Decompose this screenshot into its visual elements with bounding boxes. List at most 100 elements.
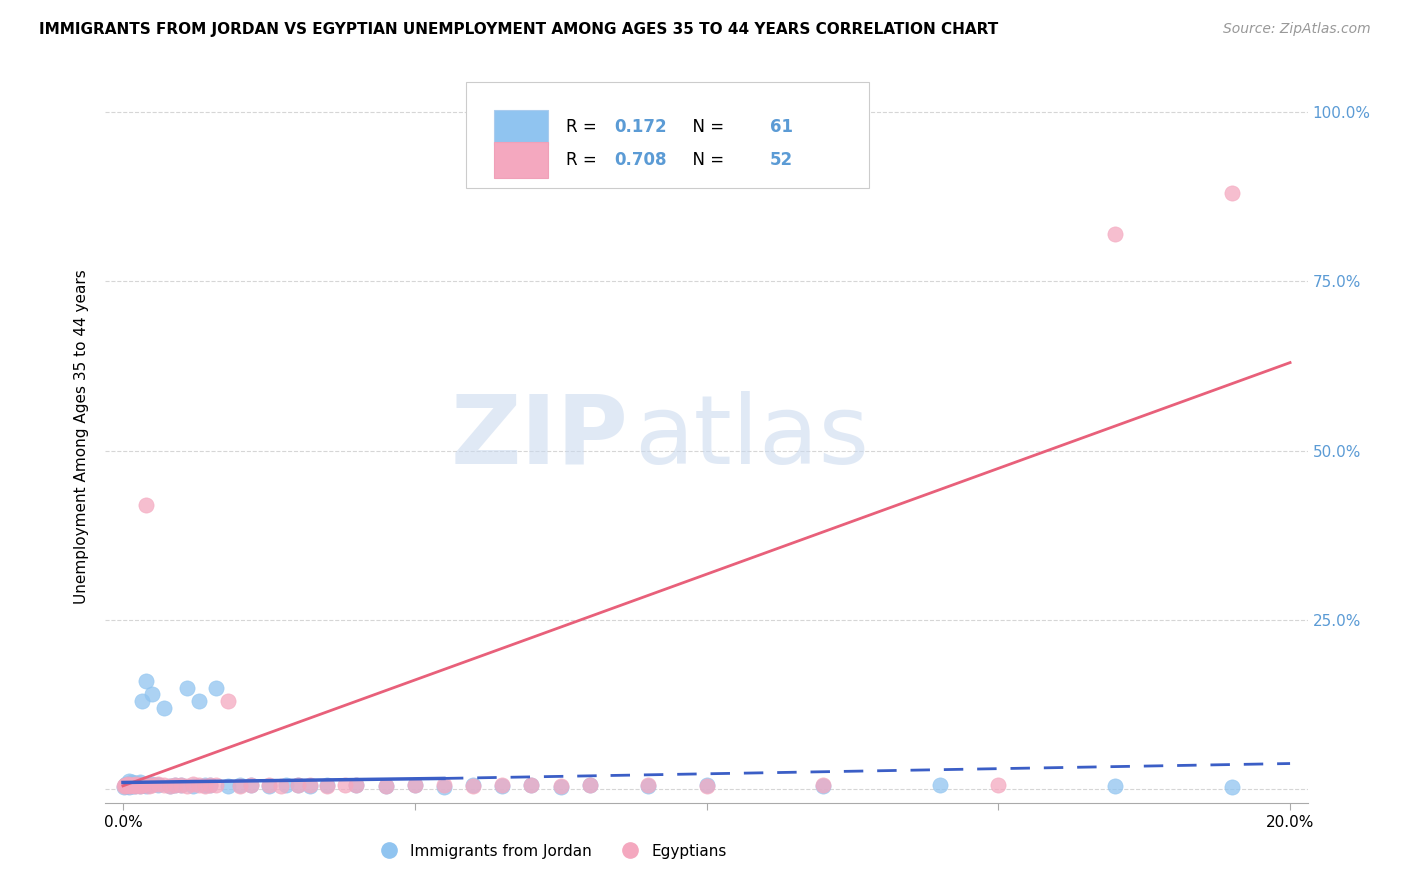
Point xyxy=(176,779,198,793)
Point xyxy=(520,777,543,792)
Point xyxy=(637,778,659,792)
Text: 0.708: 0.708 xyxy=(614,151,666,169)
Point xyxy=(181,777,204,791)
Legend: Immigrants from Jordan, Egyptians: Immigrants from Jordan, Egyptians xyxy=(367,838,733,864)
Point xyxy=(228,777,250,792)
Point xyxy=(153,701,176,715)
Point xyxy=(112,780,135,794)
Point xyxy=(118,774,141,789)
Point xyxy=(117,777,139,792)
Text: 61: 61 xyxy=(770,119,793,136)
Point xyxy=(128,777,150,791)
Point xyxy=(813,779,835,793)
Point xyxy=(135,673,157,688)
Point xyxy=(1220,780,1243,794)
Point xyxy=(114,777,136,792)
Point xyxy=(461,779,484,793)
Point xyxy=(146,778,169,792)
Point xyxy=(344,778,367,792)
Point xyxy=(1104,227,1126,241)
Point xyxy=(333,777,356,792)
Point xyxy=(257,779,280,793)
Point xyxy=(491,779,513,793)
Point xyxy=(129,779,152,793)
Point xyxy=(170,778,193,792)
FancyBboxPatch shape xyxy=(465,82,869,188)
Point xyxy=(187,694,209,708)
Point xyxy=(433,778,456,792)
Point xyxy=(344,778,367,792)
Point xyxy=(120,777,142,791)
Point xyxy=(461,778,484,792)
Point xyxy=(115,779,138,793)
Point xyxy=(141,688,163,702)
Text: R =: R = xyxy=(565,151,602,169)
Point xyxy=(181,779,204,793)
Point xyxy=(929,778,952,792)
Point xyxy=(194,777,217,792)
Point xyxy=(115,779,138,793)
Point xyxy=(135,779,157,793)
Point xyxy=(228,779,250,793)
FancyBboxPatch shape xyxy=(494,110,548,145)
Point xyxy=(131,777,153,792)
Point xyxy=(550,779,572,793)
Point xyxy=(374,779,396,793)
Point xyxy=(813,777,835,792)
Point xyxy=(240,778,263,792)
FancyBboxPatch shape xyxy=(494,143,548,178)
Point xyxy=(146,777,169,791)
Point xyxy=(578,777,600,792)
Point xyxy=(298,779,321,793)
Point xyxy=(550,780,572,794)
Point xyxy=(316,777,339,792)
Point xyxy=(240,777,263,792)
Point xyxy=(118,779,141,793)
Point xyxy=(159,779,181,793)
Point xyxy=(194,779,217,793)
Point xyxy=(217,694,239,708)
Point xyxy=(287,777,309,792)
Point xyxy=(200,778,222,792)
Text: N =: N = xyxy=(682,151,730,169)
Point xyxy=(135,498,157,512)
Text: 0.172: 0.172 xyxy=(614,119,666,136)
Point xyxy=(114,778,136,792)
Point xyxy=(159,779,181,793)
Point xyxy=(118,780,141,794)
Point xyxy=(127,778,149,792)
Point xyxy=(217,779,239,793)
Point xyxy=(1220,186,1243,201)
Point xyxy=(165,777,187,792)
Text: ZIP: ZIP xyxy=(450,391,628,483)
Point xyxy=(578,778,600,792)
Point xyxy=(127,778,149,792)
Point xyxy=(276,777,298,792)
Point xyxy=(115,777,138,791)
Point xyxy=(200,777,222,792)
Text: atlas: atlas xyxy=(634,391,869,483)
Point xyxy=(125,777,148,791)
Point xyxy=(141,777,163,792)
Point xyxy=(118,778,141,792)
Point xyxy=(987,778,1010,792)
Point xyxy=(205,778,228,792)
Y-axis label: Unemployment Among Ages 35 to 44 years: Unemployment Among Ages 35 to 44 years xyxy=(75,269,90,605)
Point xyxy=(205,681,228,695)
Point xyxy=(404,777,426,792)
Point xyxy=(298,778,321,792)
Point xyxy=(125,777,148,792)
Point xyxy=(374,779,396,793)
Text: N =: N = xyxy=(682,119,730,136)
Point xyxy=(187,778,209,792)
Point xyxy=(637,779,659,793)
Point xyxy=(121,777,143,792)
Point xyxy=(131,694,153,708)
Point xyxy=(112,779,135,793)
Point xyxy=(404,777,426,792)
Point xyxy=(695,779,717,793)
Point xyxy=(121,779,143,793)
Point xyxy=(117,777,139,791)
Point xyxy=(170,778,193,792)
Point xyxy=(122,778,145,792)
